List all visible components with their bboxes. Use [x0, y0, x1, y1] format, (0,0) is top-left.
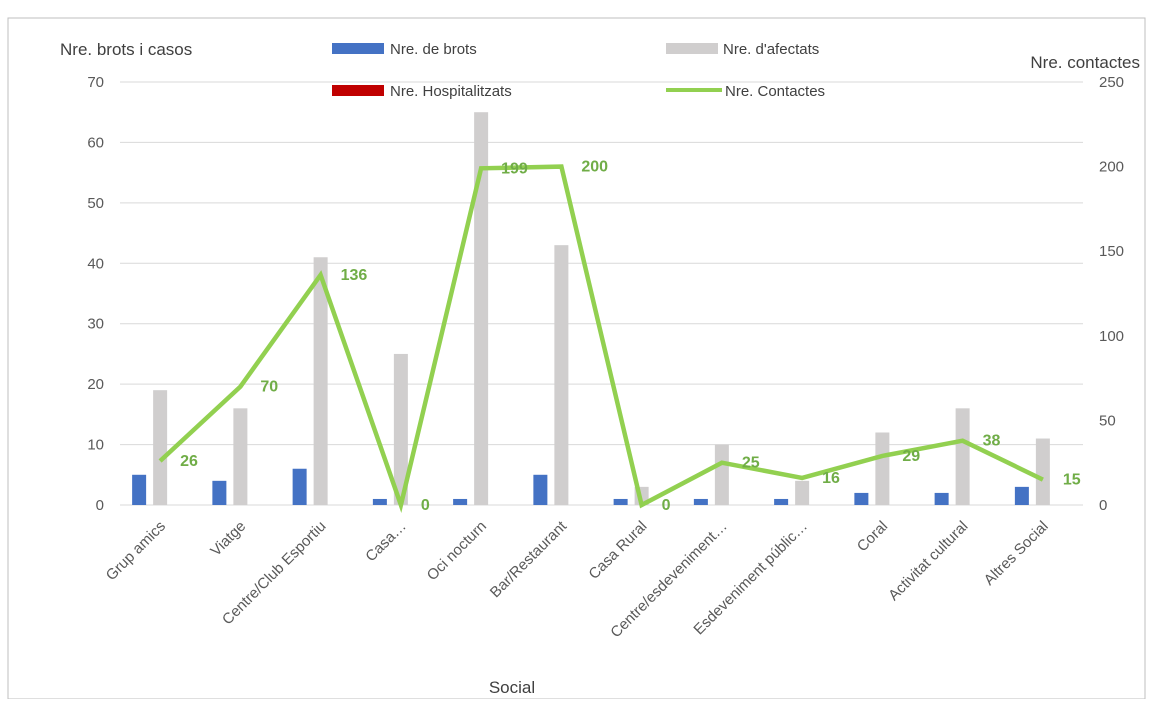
- bar-brots: [372, 498, 387, 505]
- contacts-line: [158, 164, 1044, 513]
- legend-label-afectats: Nre. d'afectats: [723, 41, 819, 58]
- bar-brots: [774, 498, 789, 505]
- y2-tick-label: 250: [1099, 74, 1124, 91]
- y-tick-label: 60: [87, 134, 104, 151]
- bars: [132, 112, 1050, 505]
- legend-swatch-hospitalitzats: [332, 85, 384, 96]
- data-label-contactes: 0: [662, 497, 671, 514]
- data-label-contactes: 38: [983, 433, 1001, 450]
- legend-item-brots: Nre. de brots: [332, 41, 477, 58]
- legend-item-contactes: Nre. Contactes: [666, 83, 825, 100]
- bar-afectats: [955, 408, 970, 505]
- bar-afectats: [875, 432, 890, 505]
- data-label-contactes: 136: [341, 267, 368, 284]
- data-label-contactes: 25: [742, 455, 760, 472]
- legend-swatch-afectats: [666, 43, 718, 54]
- data-label-contactes: 26: [180, 453, 198, 470]
- line-contactes: [158, 164, 1044, 513]
- bar-afectats: [795, 480, 810, 505]
- y2-tick-label: 100: [1099, 328, 1124, 345]
- bar-afectats: [714, 444, 729, 505]
- data-label-contactes: 70: [260, 379, 278, 396]
- y-tick-label: 70: [87, 74, 104, 91]
- bar-brots: [292, 468, 307, 505]
- bar-afectats: [474, 112, 489, 505]
- bar-brots: [934, 492, 949, 505]
- bar-brots: [1014, 486, 1029, 505]
- bar-afectats: [393, 353, 408, 505]
- bar-brots: [693, 498, 708, 505]
- legend-label-hospitalitzats: Nre. Hospitalitzats: [390, 83, 512, 100]
- legend-item-afectats: Nre. d'afectats: [666, 41, 819, 58]
- y2-tick-label: 0: [1099, 497, 1107, 514]
- y-tick-label: 50: [87, 195, 104, 212]
- y2-axis-title: Nre. contactes: [1030, 53, 1140, 72]
- bar-afectats: [313, 257, 328, 505]
- y2-tick-label: 50: [1099, 412, 1116, 429]
- bar-afectats: [1035, 438, 1050, 505]
- bar-brots: [212, 480, 227, 505]
- bar-afectats: [233, 408, 248, 505]
- data-labels: 26 70 136 0 199 200 0 25 16 29 38 15: [180, 159, 1081, 514]
- data-label-contactes: 15: [1063, 472, 1081, 489]
- x-axis-title: Social: [489, 678, 535, 697]
- bar-afectats: [153, 390, 168, 505]
- chart-border: [7, 17, 1146, 700]
- data-label-contactes: 200: [581, 159, 608, 176]
- data-label-contactes: 0: [421, 497, 430, 514]
- bar-afectats: [554, 245, 569, 505]
- y-axis-title: Nre. brots i casos: [60, 40, 192, 59]
- y-tick-label: 10: [87, 437, 104, 454]
- y2-tick-label: 150: [1099, 243, 1124, 260]
- legend-swatch-brots: [332, 43, 384, 54]
- legend-item-hospitalitzats: Nre. Hospitalitzats: [332, 83, 512, 100]
- gridlines: [120, 81, 1083, 506]
- bar-brots: [453, 498, 468, 505]
- legend-label-brots: Nre. de brots: [390, 41, 477, 58]
- data-label-contactes: 29: [902, 448, 920, 465]
- bar-brots: [132, 474, 147, 505]
- bar-brots: [533, 474, 548, 505]
- legend: Nre. de brots Nre. d'afectats Nre. Hospi…: [332, 41, 825, 100]
- y-tick-label: 30: [87, 316, 104, 333]
- legend-label-contactes: Nre. Contactes: [725, 83, 825, 100]
- y-tick-label: 0: [96, 497, 104, 514]
- y-tick-label: 20: [87, 376, 104, 393]
- y2-tick-label: 200: [1099, 159, 1124, 176]
- data-label-contactes: 16: [822, 470, 840, 487]
- y-tick-label: 40: [87, 255, 104, 272]
- bar-brots: [854, 492, 869, 505]
- data-label-contactes: 199: [501, 160, 528, 177]
- bar-brots: [613, 498, 628, 505]
